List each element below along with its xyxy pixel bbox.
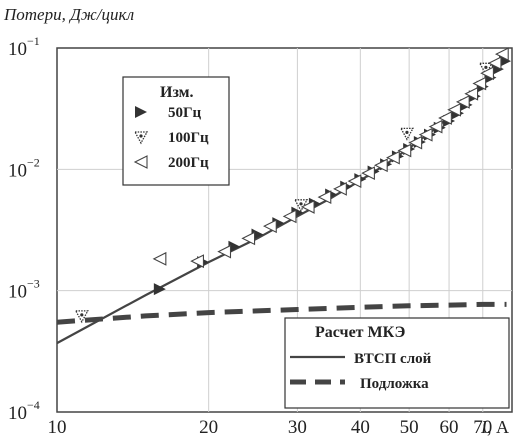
- x-tick-label: 50: [400, 417, 419, 437]
- y-axis-label: Потери, Дж/цикл: [3, 5, 134, 24]
- legend-label: 50Гц: [168, 105, 202, 121]
- y-tick-exponent: −2: [27, 155, 40, 169]
- x-tick-label: 10: [48, 417, 67, 437]
- legend-label: ВТСП слой: [354, 351, 432, 367]
- x-axis-label: I, А: [480, 417, 509, 437]
- y-tick-label: 10 −1: [8, 34, 40, 60]
- y-tick-exponent: −1: [27, 34, 40, 48]
- data-point-dot: [299, 202, 302, 205]
- data-point-dot: [405, 131, 408, 134]
- data-point: [154, 253, 166, 265]
- y-tick-label: 10 −4: [8, 398, 40, 424]
- y-tick-base: 10: [8, 160, 27, 181]
- fem-legend: Расчет МКЭ ВТСП слой Подложка: [285, 318, 509, 408]
- measured-legend: Изм. 50Гц 100Гц 200Гц: [123, 77, 229, 185]
- x-tick-label: 60: [440, 417, 459, 437]
- y-tick-base: 10: [8, 282, 27, 303]
- fem-legend-title: Расчет МКЭ: [315, 324, 405, 341]
- y-tick-label: 10 −2: [8, 155, 40, 181]
- legend-marker-dot: [139, 134, 142, 137]
- data-point-dot: [80, 313, 83, 316]
- x-tick-label: 30: [288, 417, 307, 437]
- x-tick-label: 40: [351, 417, 370, 437]
- measured-legend-title: Изм.: [160, 84, 194, 101]
- y-tick-labels: 10−410−310−210−1: [8, 34, 40, 424]
- y-tick-base: 10: [8, 39, 27, 60]
- data-point-dot: [484, 66, 487, 69]
- y-tick-base: 10: [8, 403, 27, 424]
- y-tick-exponent: −3: [27, 277, 40, 291]
- legend-label: 200Гц: [168, 155, 209, 171]
- legend-label: Подложка: [360, 376, 429, 392]
- y-tick-label: 10 −3: [8, 277, 40, 303]
- x-tick-label: 20: [199, 417, 218, 437]
- x-tick-labels: 10 20 30 40 50 60 70: [48, 417, 493, 437]
- y-tick-exponent: −4: [27, 398, 40, 412]
- legend-label: 100Гц: [168, 130, 209, 146]
